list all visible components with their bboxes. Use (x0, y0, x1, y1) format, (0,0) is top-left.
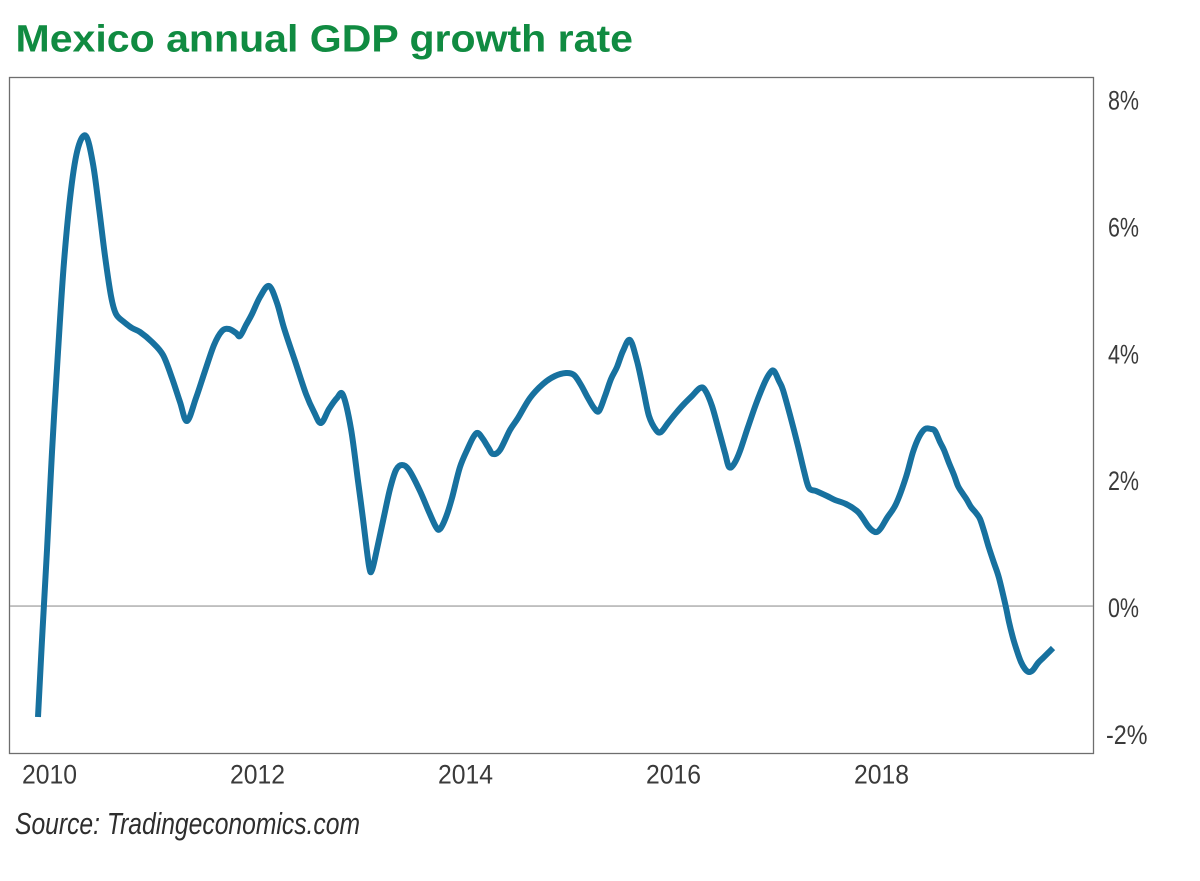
svg-text:0%: 0% (1108, 593, 1139, 623)
svg-text:2010: 2010 (22, 759, 77, 789)
svg-text:2016: 2016 (646, 759, 701, 789)
svg-text:Source: Tradingeconomics.com: Source: Tradingeconomics.com (15, 806, 360, 841)
svg-text:2014: 2014 (438, 759, 493, 789)
svg-text:4%: 4% (1108, 339, 1139, 369)
svg-text:2012: 2012 (230, 759, 285, 789)
svg-text:Mexico annual GDP growth rate: Mexico annual GDP growth rate (16, 19, 634, 61)
svg-text:6%: 6% (1108, 213, 1139, 243)
svg-text:8%: 8% (1108, 86, 1139, 116)
svg-text:2018: 2018 (854, 759, 909, 789)
svg-text:2%: 2% (1108, 466, 1139, 496)
svg-text:-2%: -2% (1106, 720, 1148, 750)
